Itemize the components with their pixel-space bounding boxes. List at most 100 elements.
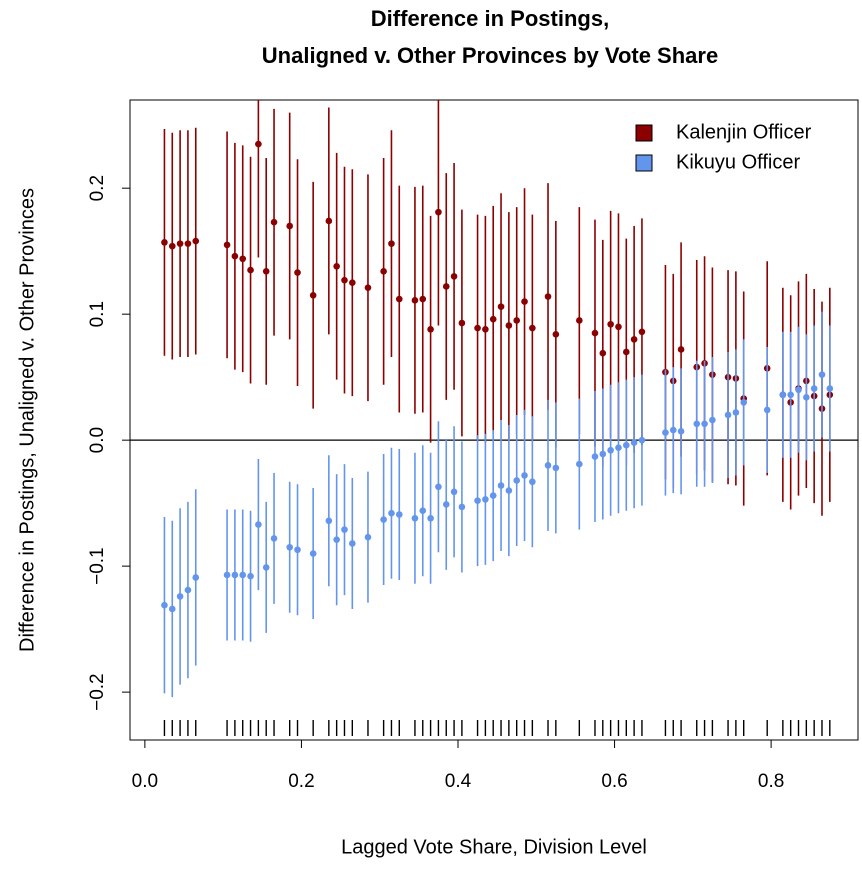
data-point	[732, 409, 740, 416]
data-point	[223, 571, 231, 579]
data-point	[364, 533, 372, 541]
data-point	[161, 239, 168, 246]
data-point	[184, 586, 192, 594]
data-point	[388, 509, 395, 517]
data-point	[607, 446, 614, 454]
data-point	[192, 237, 200, 245]
data-point	[521, 298, 528, 305]
data-point	[677, 346, 685, 353]
data-point	[474, 497, 481, 504]
data-point	[247, 572, 254, 580]
legend-swatch	[635, 154, 653, 172]
data-point	[364, 284, 372, 292]
x-tick-label: 0.6	[601, 771, 627, 792]
data-point	[810, 385, 818, 392]
data-point	[795, 386, 802, 394]
data-point	[247, 266, 254, 274]
data-point	[380, 268, 387, 275]
data-point	[388, 240, 395, 247]
data-point	[497, 303, 505, 310]
data-point	[599, 349, 607, 357]
x-axis-label: Lagged Vote Share, Division Level	[341, 836, 647, 858]
data-point	[489, 315, 497, 323]
data-point	[231, 252, 239, 260]
data-point	[231, 571, 239, 579]
y-axis-label: Difference in Postings, Unaligned v. Oth…	[16, 188, 38, 652]
legend-label: Kalenjin Officer	[676, 121, 812, 143]
data-point	[294, 269, 301, 276]
data-point	[615, 323, 622, 331]
data-point	[435, 483, 442, 491]
data-point	[435, 208, 442, 216]
data-point	[803, 394, 810, 401]
data-point	[349, 279, 356, 286]
y-tick-label: 0.1	[87, 301, 108, 327]
data-point	[482, 325, 489, 333]
data-point	[458, 319, 466, 327]
data-point	[184, 240, 192, 247]
data-point	[450, 488, 458, 496]
data-point	[763, 406, 771, 414]
data-point	[513, 477, 521, 484]
data-point	[294, 546, 301, 554]
data-point	[576, 317, 583, 324]
data-point	[255, 521, 262, 528]
chart-title: Unaligned v. Other Provinces by Vote Sha…	[262, 43, 718, 68]
data-point	[270, 535, 278, 542]
data-point	[309, 550, 317, 557]
data-point	[638, 328, 646, 336]
data-point	[576, 460, 583, 468]
x-tick-label: 0.0	[132, 771, 158, 792]
data-point	[622, 441, 630, 449]
data-point	[591, 329, 599, 337]
data-point	[176, 593, 184, 600]
data-point	[513, 317, 521, 324]
data-point	[482, 496, 489, 503]
data-point	[529, 324, 536, 332]
data-point	[442, 501, 450, 508]
data-point	[607, 320, 614, 328]
data-point	[341, 276, 348, 284]
chart-title: Difference in Postings,	[371, 6, 609, 31]
data-point	[615, 444, 622, 452]
data-point	[544, 293, 552, 300]
data-point	[176, 240, 184, 247]
data-point	[826, 385, 834, 392]
data-point	[544, 462, 552, 469]
data-point	[630, 336, 638, 343]
data-point	[779, 391, 787, 399]
data-point	[669, 426, 677, 434]
x-tick-label: 0.2	[288, 771, 314, 792]
data-point	[192, 574, 200, 581]
y-tick-label: −0.2	[87, 673, 108, 711]
data-point	[599, 450, 607, 458]
data-point	[529, 478, 536, 486]
data-point	[701, 420, 708, 428]
data-point	[474, 324, 481, 332]
data-point	[341, 526, 348, 533]
data-point	[411, 297, 419, 304]
data-point	[262, 268, 270, 275]
data-point	[489, 492, 497, 499]
data-point	[427, 325, 434, 333]
data-point	[638, 436, 646, 444]
data-point	[505, 487, 513, 494]
data-point	[270, 218, 278, 226]
data-point	[630, 439, 638, 446]
x-tick-label: 0.4	[445, 771, 472, 792]
x-tick-label: 0.8	[758, 771, 784, 792]
data-point	[622, 348, 630, 356]
data-point	[380, 516, 387, 523]
data-point	[552, 331, 560, 338]
data-point	[239, 255, 247, 263]
data-point	[552, 464, 560, 472]
data-point	[521, 472, 528, 479]
data-point	[309, 291, 317, 299]
data-point	[325, 217, 333, 225]
data-point	[255, 140, 262, 148]
legend-swatch	[635, 124, 653, 142]
data-point	[787, 391, 794, 399]
data-point	[818, 371, 826, 378]
data-point	[223, 241, 231, 249]
